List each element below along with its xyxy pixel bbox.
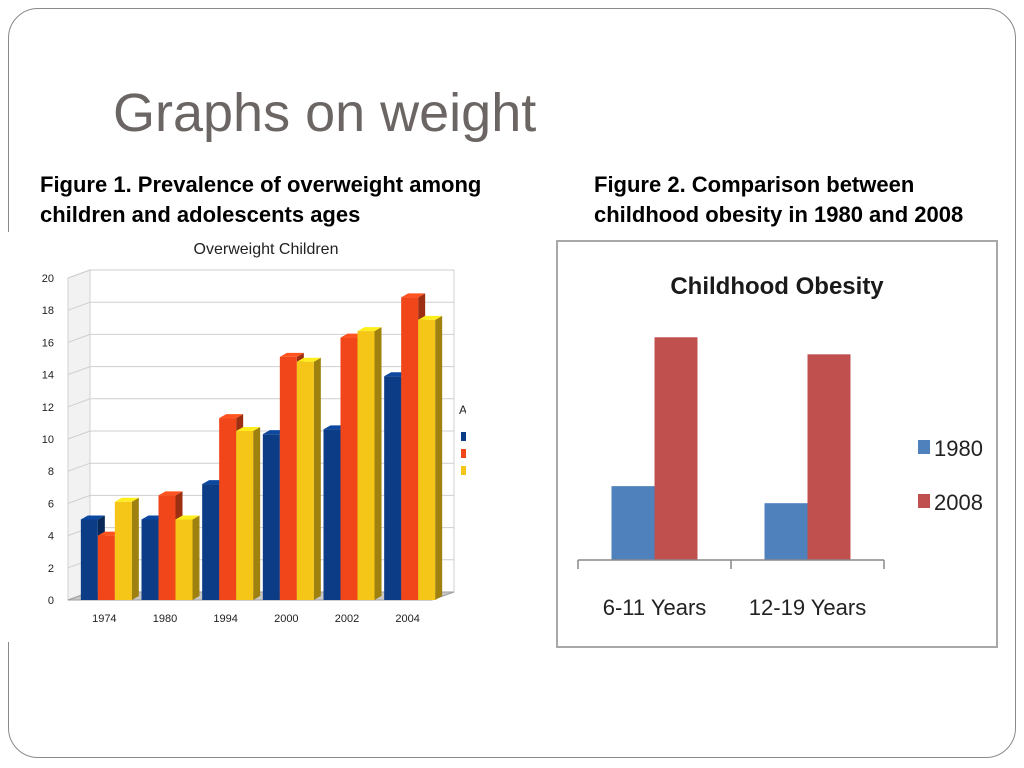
x-tick-label: 1980 [153,613,177,625]
legend-label: 2008 [934,490,983,515]
bar-side [374,327,382,600]
bar-top [418,315,443,320]
legend-swatch-12-19 [461,466,470,475]
x-tick-label: 1974 [92,613,116,625]
bar-side [192,515,200,600]
bar-side [253,426,261,600]
y-tick-label: 6 [48,498,54,510]
x-tick-label: 12-19 Years [749,595,866,620]
y-tick-label: 10 [42,434,54,446]
x-tick-label: 2004 [395,613,419,625]
slide-title: Graphs on weight [113,83,537,143]
figure-2-chart: Childhood Obesity 6-11 Years 12-19 Years 19… [556,240,998,648]
y-tick-label: 2 [48,563,54,575]
bar-2-5-1980 [141,519,159,600]
x-tick-label: 2000 [274,613,298,625]
bar-top [401,293,426,298]
bullet-figure-1: Figure 1. Prevalence of overweight among… [40,170,520,232]
bar-2-5-2002 [323,429,341,600]
bar-12-19-1980 [175,519,193,600]
bar-6-11-1994 [219,418,237,600]
legend-swatch-2-5 [461,432,470,441]
gridline [67,366,454,376]
bullet-figure-1-text: Figure 1. Prevalence of overweight among… [40,172,482,227]
gridline [67,333,454,343]
bar-2-5-1974 [80,519,98,600]
bar-top [158,491,183,496]
bar-2-5-2000 [262,434,280,600]
gridline [67,398,454,408]
bar-top [80,515,105,520]
y-tick-label: 20 [42,273,54,285]
bar-side [131,497,139,600]
y-tick-label: 0 [48,595,54,607]
bar-6-11-1980 [158,495,176,600]
bullet-figure-2: Figure 2. Comparison between childhood o… [594,170,994,246]
bar-2-5-2004 [384,376,402,600]
legend-swatch-6-11 [461,449,470,458]
legend-title: Age Group [459,403,466,417]
y-tick-label: 8 [48,466,54,478]
figure-1-chart: Overweight Children 0 2 4 6 8 10 12 14 16 18 20 1974… [0,232,518,642]
bar-top [219,414,244,419]
bar-top [236,426,261,431]
bar-top [114,497,139,502]
bar-12-19-2002 [357,331,375,600]
bar-12-19-1974 [114,501,132,600]
childhood-obesity-chart: Childhood Obesity 6-11 Years 12-19 Years 19… [577,273,983,620]
bar-12-19-2000 [296,361,314,600]
overweight-children-chart: Overweight Children 0 2 4 6 8 10 12 14 16 18 20 1974… [42,241,518,625]
y-tick-label: 4 [48,531,54,543]
bar-top [279,352,304,357]
gridline [67,269,454,279]
x-tick-label: 6-11 Years [603,595,707,620]
bar-12-19-2004 [418,319,436,600]
bar-top [357,327,382,332]
legend-swatch-2008 [918,494,930,508]
bar-top [296,357,321,362]
bar-side [313,357,321,600]
legend-swatch-1980 [918,440,930,454]
bar-2-5-1994 [202,484,220,600]
x-tick-label: 2002 [335,613,359,625]
gridline [67,301,454,311]
bar-6-11-2000 [279,356,297,600]
bar-top [175,515,200,520]
y-tick-label: 16 [42,337,54,349]
y-tick-label: 14 [42,370,54,382]
bullet-figure-2-text: Figure 2. Comparison between childhood o… [594,172,964,227]
y-tick-label: 18 [42,305,54,317]
bar-1980-12-19 Years [764,503,808,560]
x-tick-label: 1994 [213,613,237,625]
chart-title: Overweight Children [194,241,339,258]
bar-side [435,315,443,600]
bar-6-11-1974 [97,535,115,600]
bar-12-19-1994 [236,430,254,600]
bar-6-11-2002 [340,337,358,600]
y-tick-label: 12 [42,402,54,414]
bar-2008-12-19 Years [807,354,851,560]
bar-6-11-2004 [401,297,419,600]
bar-2008-6-11 Years [654,337,698,560]
bar-1980-6-11 Years [611,486,655,560]
legend-label: 1980 [934,436,983,461]
chart-title: Childhood Obesity [670,273,884,300]
